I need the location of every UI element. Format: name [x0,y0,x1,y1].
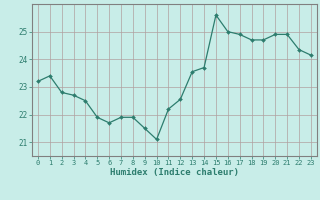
X-axis label: Humidex (Indice chaleur): Humidex (Indice chaleur) [110,168,239,177]
